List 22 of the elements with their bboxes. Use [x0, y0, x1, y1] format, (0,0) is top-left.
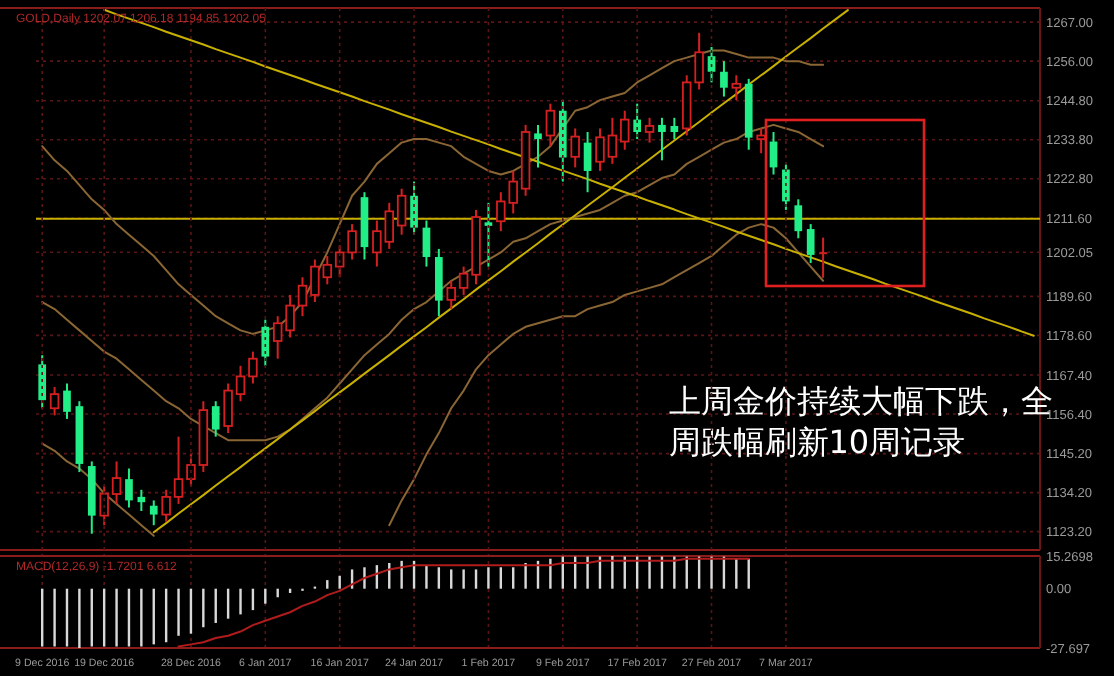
candlestick [644, 116, 655, 144]
candlestick [583, 130, 592, 194]
candlestick [720, 60, 728, 98]
candlestick [658, 116, 666, 162]
candlestick [819, 236, 827, 279]
candlestick [756, 127, 766, 155]
candlestick [731, 74, 742, 102]
candlestick [806, 223, 815, 265]
candlestick [794, 198, 803, 240]
candlestick [484, 201, 493, 268]
candlestick [63, 382, 71, 420]
candlestick [211, 400, 220, 438]
candlestick [570, 127, 580, 169]
candlestick [545, 102, 556, 148]
candlestick [670, 116, 679, 141]
line-series [177, 557, 750, 648]
candlestick [422, 219, 431, 268]
candlestick [49, 386, 60, 417]
candlestick [125, 467, 133, 509]
candlestick [534, 123, 542, 169]
candlestick [435, 247, 443, 318]
candlestick [149, 499, 158, 527]
